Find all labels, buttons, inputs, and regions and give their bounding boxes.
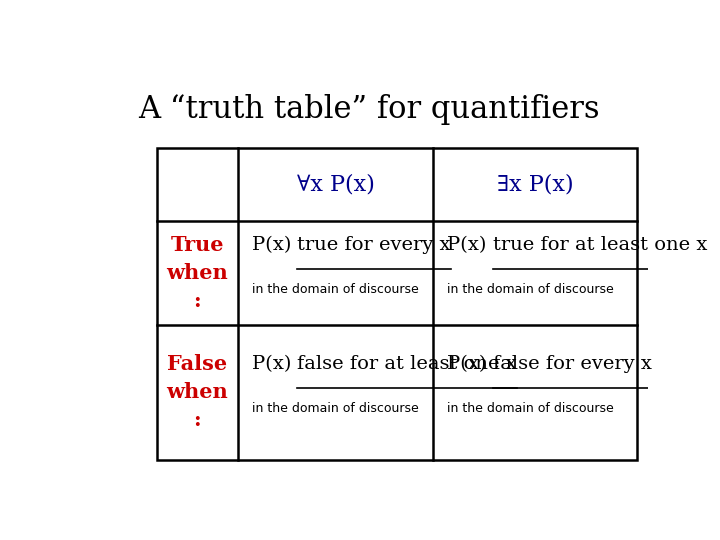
Text: in the domain of discourse: in the domain of discourse [447,283,614,296]
Text: false for at least one x: false for at least one x [297,355,517,373]
Text: false for every x: false for every x [492,355,652,373]
Text: A “truth table” for quantifiers: A “truth table” for quantifiers [138,94,600,125]
Text: ∃x P(x): ∃x P(x) [497,173,573,195]
Text: true for every x: true for every x [297,236,451,254]
Text: P(x): P(x) [447,236,492,254]
Text: True
when
:: True when : [166,235,228,310]
Text: true for at least one x: true for at least one x [492,236,707,254]
Text: P(x): P(x) [252,355,297,373]
Text: P(x): P(x) [252,236,297,254]
Text: in the domain of discourse: in the domain of discourse [252,283,418,296]
Text: in the domain of discourse: in the domain of discourse [447,402,614,415]
Text: in the domain of discourse: in the domain of discourse [252,402,418,415]
Text: False
when
:: False when : [166,354,228,430]
Text: ∀x P(x): ∀x P(x) [297,173,374,195]
Text: P(x): P(x) [447,355,492,373]
